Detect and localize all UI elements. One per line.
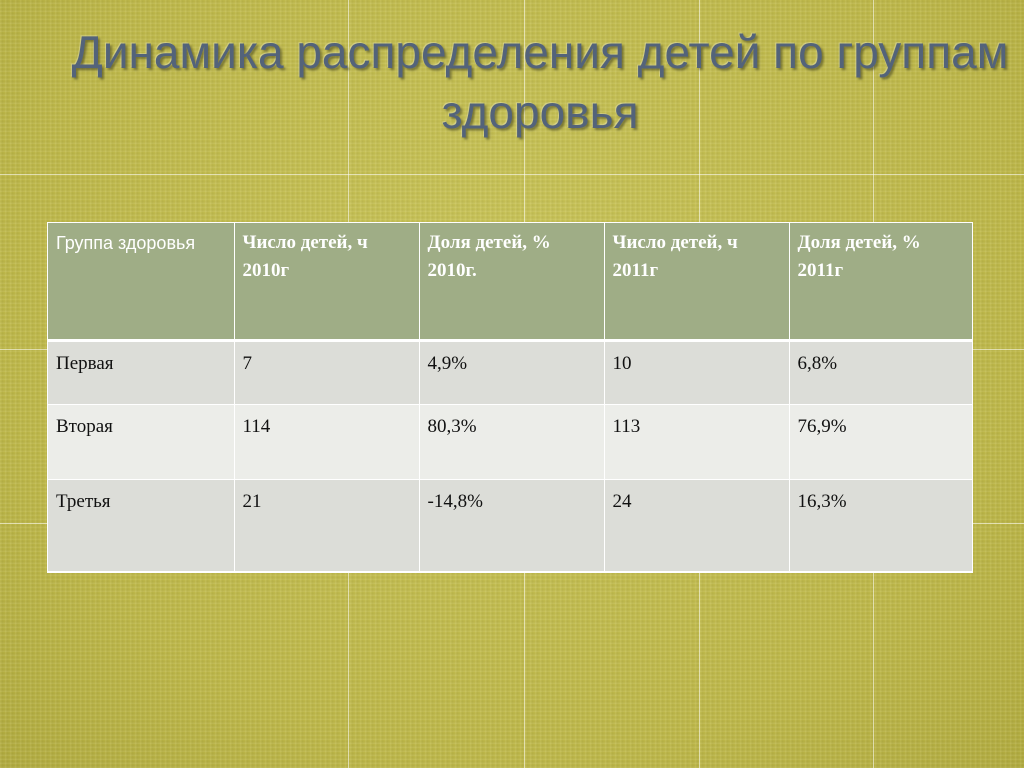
table-cell: 4,9%	[419, 340, 605, 404]
column-header-share-2010: Доля детей, % 2010г.	[419, 223, 605, 340]
table-cell: 113	[604, 404, 790, 479]
background-grid-line	[873, 0, 874, 768]
table-cell: 114	[234, 404, 420, 479]
slide-title: Динамика распределения детей по группам …	[71, 26, 1009, 138]
table-cell: 16,3%	[797, 490, 847, 512]
table-row: Третья 21 -14,8% 24 16,3%	[48, 479, 972, 571]
table-cell: Вторая	[48, 404, 235, 479]
column-header-share-2011: Доля детей, % 2011г	[797, 232, 921, 281]
data-table: Группа здоровья Число детей, ч 2010г Дол…	[48, 223, 972, 572]
column-header-count-2011: Число детей, ч 2011г	[604, 223, 790, 340]
table-cell: 76,9%	[797, 415, 847, 437]
health-groups-table: Группа здоровья Число детей, ч 2010г Дол…	[47, 222, 973, 573]
table-cell: -14,8%	[419, 479, 605, 571]
background-grid-line	[0, 174, 1024, 175]
table-header-row: Группа здоровья Число детей, ч 2010г Дол…	[48, 223, 972, 340]
column-header-count-2010: Число детей, ч 2010г	[234, 223, 420, 340]
table-row: Первая 7 4,9% 10 6,8%	[48, 340, 972, 404]
table-cell: 24	[604, 479, 790, 571]
table-cell: 10	[604, 340, 790, 404]
table-cell: Третья	[48, 479, 235, 571]
column-header-group: Группа здоровья	[48, 223, 235, 340]
table-cell: 6,8%	[797, 352, 838, 374]
table-cell: Первая	[48, 340, 235, 404]
table-cell: 21	[234, 479, 420, 571]
table-cell: 80,3%	[419, 404, 605, 479]
table-cell: 7	[234, 340, 420, 404]
table-row: Вторая 114 80,3% 113 76,9%	[48, 404, 972, 479]
